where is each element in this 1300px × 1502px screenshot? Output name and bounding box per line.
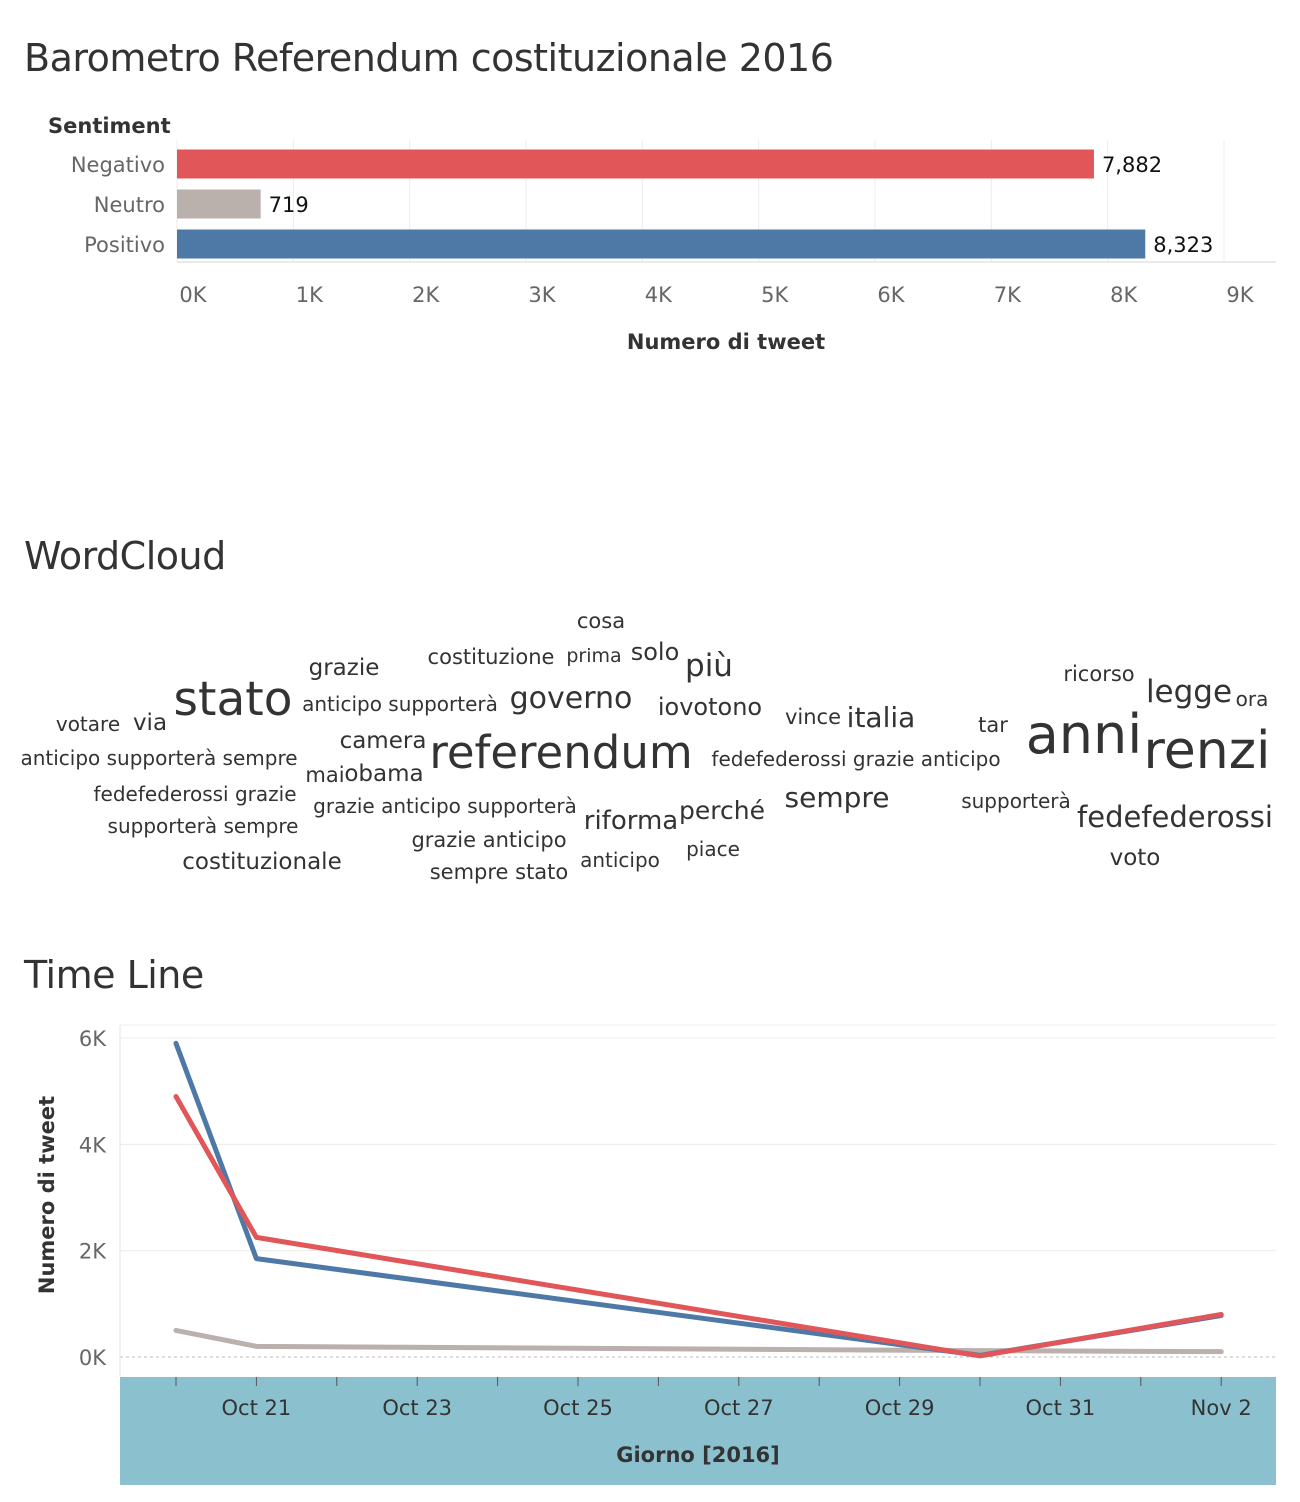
x-tick-oct-27: Oct 27 [704,1396,774,1420]
word-piace: piace [686,837,740,861]
value-label-neutro: 719 [269,193,309,217]
bar-negativo [177,149,1094,179]
x-tick-8k: 8K [1110,283,1138,307]
word-grazie: grazie [309,655,380,681]
x-tick-oct-21: Oct 21 [222,1396,292,1420]
word-camera: camera [340,728,427,754]
word-fedefederossi-grazie: fedefederossi grazie [94,782,297,806]
word-supporter-sempre: supporterà sempre [108,814,299,838]
word-ora: ora [1236,687,1269,711]
category-label-negativo: Negativo [71,153,165,177]
word-legge: legge [1146,674,1232,710]
y-tick-6k: 6K [79,1027,107,1051]
x-tick-2k: 2K [412,283,440,307]
timeline-line-chart: 0K 2K 4K 6K Numero di tweet Oct 21 Oct 23 Oct 2… [35,1024,1276,1485]
x-tick-oct-23: Oct 23 [382,1396,452,1420]
word-voto: voto [1110,845,1161,871]
word-renzi: renzi [1144,721,1271,781]
x-tick-9k: 9K [1226,283,1254,307]
x-tick-5k: 5K [761,283,789,307]
word-grazie-anticipo-supporter: grazie anticipo supporterà [313,794,577,818]
x-tick-oct-31: Oct 31 [1026,1396,1096,1420]
word-obama: obama [344,761,423,787]
word-via: via [133,710,167,736]
y-tick-0k: 0K [79,1346,107,1370]
value-label-positivo: 8,323 [1153,233,1213,257]
word-anticipo-supporter: anticipo supporterà [302,692,498,716]
x-tick-0k: 0K [179,283,207,307]
value-label-negativo: 7,882 [1102,153,1162,177]
word-cloud: cosa costituzione prima solo più grazie ricors… [20,609,1273,884]
word-mai: mai [305,763,344,787]
y-tick-2k: 2K [79,1240,107,1264]
bar-positivo [177,229,1146,259]
sentiment-bar-chart: Sentiment Negativo 7,882 Neutro 719 Positivo 8… [48,114,1276,354]
word-riforma: riforma [584,806,678,836]
x-axis-title: Numero di tweet [627,330,825,354]
x-tick-4k: 4K [645,283,673,307]
x-tick-oct-25: Oct 25 [543,1396,613,1420]
word-sempre-stato: sempre stato [430,860,569,884]
word-vince: vince [785,705,841,729]
word-ricorso: ricorso [1063,662,1134,686]
word-iovotono: iovotono [658,693,762,721]
word-supporter: supporterà [961,789,1071,813]
x-tick-1k: 1K [296,283,324,307]
x-tick-oct-29: Oct 29 [865,1396,935,1420]
word-stato: stato [174,672,293,727]
word-tar: tar [978,713,1008,737]
bar-neutro [177,189,261,219]
word-grazie-anticipo: grazie anticipo [411,828,566,852]
timeline-title: Time Line [24,953,204,997]
word-anni: anni [1026,703,1143,766]
category-label-positivo: Positivo [84,233,165,257]
barometer-title: Barometro Referendum costituzionale 2016 [24,36,834,80]
word-sempre: sempre [785,781,890,814]
y-axis-title: Numero di tweet [35,1096,59,1294]
word-cosa: cosa [577,609,625,633]
word-anticipo: anticipo [580,848,660,872]
date-axis-band [120,1377,1276,1485]
word-referendum: referendum [429,726,692,779]
series-line-negativo [173,1093,1224,1359]
category-label-neutro: Neutro [94,193,165,217]
word-costituzione: costituzione [428,645,555,669]
wordcloud-title: WordCloud [24,534,226,578]
word-costituzionale: costituzionale [182,849,341,875]
x-tick-3k: 3K [528,283,556,307]
x-tick-7k: 7K [994,283,1022,307]
category-header: Sentiment [48,114,171,138]
word-fedefederossi-grazie-anticipo: fedefederossi grazie anticipo [711,747,1000,771]
word-votare: votare [56,712,120,736]
word-solo: solo [631,638,680,666]
x-tick-6k: 6K [877,283,905,307]
word-anticipo-supporter-sempre: anticipo supporterà sempre [20,746,297,770]
word-pi: più [685,648,733,684]
x-axis-title: Giorno [2016] [616,1443,780,1467]
series-line-neutro [173,1327,1224,1355]
word-italia: italia [847,701,916,734]
y-tick-4k: 4K [79,1133,107,1157]
word-governo: governo [510,681,633,716]
x-tick-nov-2: Nov 2 [1191,1396,1252,1420]
word-prima: prima [566,645,621,667]
word-perch: perché [679,796,765,825]
word-fedefederossi: fedefederossi [1077,800,1273,834]
